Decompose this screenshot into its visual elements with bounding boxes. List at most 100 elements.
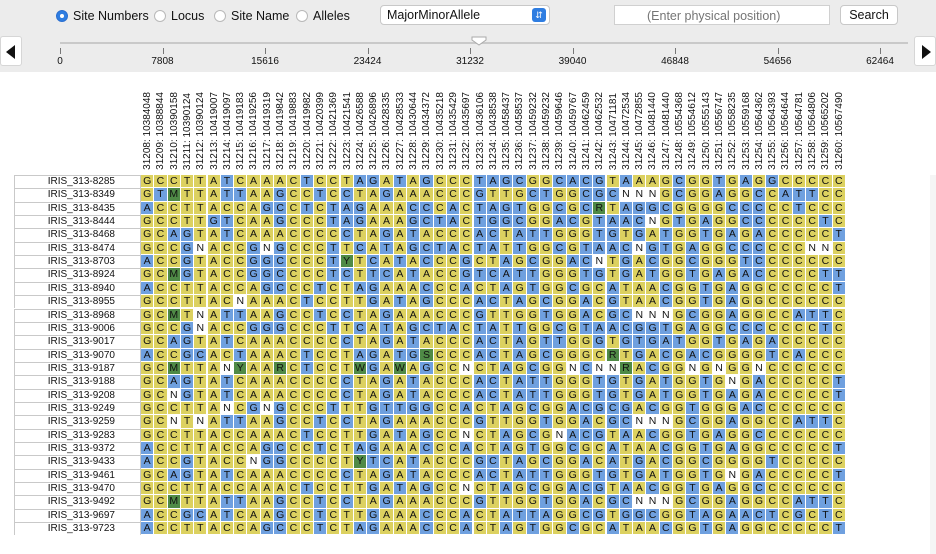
genotype-cell[interactable]: C [779, 348, 793, 362]
genotype-cell[interactable]: C [792, 268, 806, 282]
genotype-cell[interactable]: C [606, 401, 620, 416]
genotype-cell[interactable]: G [659, 255, 673, 269]
genotype-cell[interactable]: G [553, 401, 567, 416]
genotype-cell[interactable]: G [553, 508, 567, 523]
genotype-cell[interactable]: G [686, 281, 700, 296]
genotype-cell[interactable]: T [819, 308, 833, 322]
genotype-cell[interactable]: T [433, 241, 447, 256]
genotype-cell[interactable]: A [420, 388, 434, 402]
genotype-cell[interactable]: G [712, 308, 727, 322]
genotype-cell[interactable]: C [234, 201, 248, 216]
genotype-cell[interactable]: C [766, 401, 780, 416]
genotype-cell[interactable]: N [633, 241, 647, 256]
genotype-cell[interactable]: N [646, 415, 660, 429]
genotype-cell[interactable]: A [473, 348, 487, 362]
genotype-cell[interactable]: G [699, 361, 713, 376]
genotype-cell[interactable]: A [500, 442, 514, 456]
genotype-cell[interactable]: W [393, 361, 407, 376]
genotype-cell[interactable]: A [207, 482, 221, 496]
genotype-cell[interactable]: T [194, 442, 208, 456]
genotype-cell[interactable]: C [340, 388, 354, 402]
genotype-cell[interactable]: T [220, 375, 235, 389]
genotype-cell[interactable]: C [752, 508, 767, 523]
genotype-cell[interactable]: C [819, 388, 833, 402]
genotype-cell[interactable]: C [460, 188, 474, 202]
genotype-cell[interactable]: A [752, 468, 767, 483]
genotype-cell[interactable]: C [766, 188, 780, 202]
genotype-cell[interactable]: G [699, 321, 713, 336]
genotype-cell[interactable]: T [367, 455, 381, 469]
genotype-cell[interactable]: C [167, 295, 181, 309]
genotype-cell[interactable]: G [141, 175, 155, 189]
genotype-cell[interactable]: T [500, 335, 514, 349]
genotype-cell[interactable]: T [353, 255, 368, 269]
genotype-cell[interactable]: A [380, 201, 394, 216]
genotype-cell[interactable]: T [353, 268, 368, 282]
genotype-cell[interactable]: C [473, 281, 487, 296]
genotype-cell[interactable]: A [380, 442, 394, 456]
genotype-cell[interactable]: T [513, 268, 527, 282]
genotype-cell[interactable]: C [646, 255, 660, 269]
genotype-cell[interactable]: A [633, 361, 647, 376]
genotype-cell[interactable]: T [500, 308, 514, 322]
genotype-cell[interactable]: A [247, 522, 261, 536]
genotype-cell[interactable]: A [659, 335, 673, 349]
genotype-cell[interactable]: A [207, 268, 221, 282]
genotype-cell[interactable]: C [446, 228, 461, 242]
genotype-cell[interactable]: C [460, 335, 474, 349]
genotype-cell[interactable]: G [367, 295, 381, 309]
genotype-cell[interactable]: T [180, 442, 195, 456]
genotype-cell[interactable]: G [606, 295, 620, 309]
genotype-cell[interactable]: C [313, 482, 328, 496]
genotype-cell[interactable]: N [260, 401, 274, 416]
genotype-cell[interactable]: T [180, 308, 195, 322]
genotype-cell[interactable]: T [686, 401, 700, 416]
genotype-cell[interactable]: C [832, 321, 846, 336]
genotype-cell[interactable]: G [513, 495, 527, 509]
genotype-cell[interactable]: A [247, 175, 261, 189]
column-header[interactable]: 31237: 10459232 [527, 72, 540, 172]
genotype-cell[interactable]: C [806, 255, 820, 269]
genotype-cell[interactable]: C [526, 188, 540, 202]
genotype-cell[interactable]: C [806, 348, 820, 362]
genotype-cell[interactable]: C [659, 442, 673, 456]
genotype-cell[interactable]: G [686, 442, 700, 456]
genotype-cell[interactable]: A [247, 442, 261, 456]
genotype-cell[interactable]: C [659, 201, 673, 216]
genotype-cell[interactable]: T [407, 228, 421, 242]
genotype-cell[interactable]: A [393, 228, 407, 242]
genotype-cell[interactable]: T [180, 201, 195, 216]
genotype-cell[interactable]: T [832, 522, 846, 536]
genotype-cell[interactable]: T [619, 228, 634, 242]
genotype-cell[interactable]: G [526, 495, 540, 509]
genotype-cell[interactable]: N [752, 361, 767, 376]
genotype-cell[interactable]: G [141, 495, 155, 509]
genotype-cell[interactable]: C [420, 241, 434, 256]
genotype-cell[interactable]: A [247, 295, 261, 309]
genotype-cell[interactable]: G [540, 281, 554, 296]
genotype-cell[interactable]: C [752, 255, 767, 269]
genotype-cell[interactable]: C [819, 201, 833, 216]
genotype-cell[interactable]: G [247, 241, 261, 256]
taxon-label[interactable]: IRIS_313-8924 [14, 268, 141, 282]
genotype-cell[interactable]: G [659, 428, 673, 442]
genotype-cell[interactable]: C [766, 388, 780, 402]
genotype-cell[interactable]: G [593, 482, 607, 496]
genotype-cell[interactable]: A [712, 188, 727, 202]
genotype-cell[interactable]: T [819, 508, 833, 523]
genotype-cell[interactable]: A [207, 455, 221, 469]
column-header[interactable]: 31211: 10390124 [181, 72, 194, 172]
genotype-cell[interactable]: C [327, 281, 341, 296]
genotype-cell[interactable]: A [207, 281, 221, 296]
genotype-cell[interactable]: C [154, 388, 168, 402]
genotype-cell[interactable]: A [407, 508, 421, 523]
genotype-cell[interactable]: C [220, 321, 235, 336]
genotype-cell[interactable]: A [141, 508, 155, 523]
genotype-cell[interactable]: A [726, 388, 740, 402]
genotype-cell[interactable]: G [646, 201, 660, 216]
genotype-cell[interactable]: G [726, 361, 740, 376]
genotype-cell[interactable]: T [699, 468, 713, 483]
genotype-cell[interactable]: T [194, 428, 208, 442]
genotype-cell[interactable]: N [460, 482, 474, 496]
genotype-cell[interactable]: G [739, 375, 753, 389]
